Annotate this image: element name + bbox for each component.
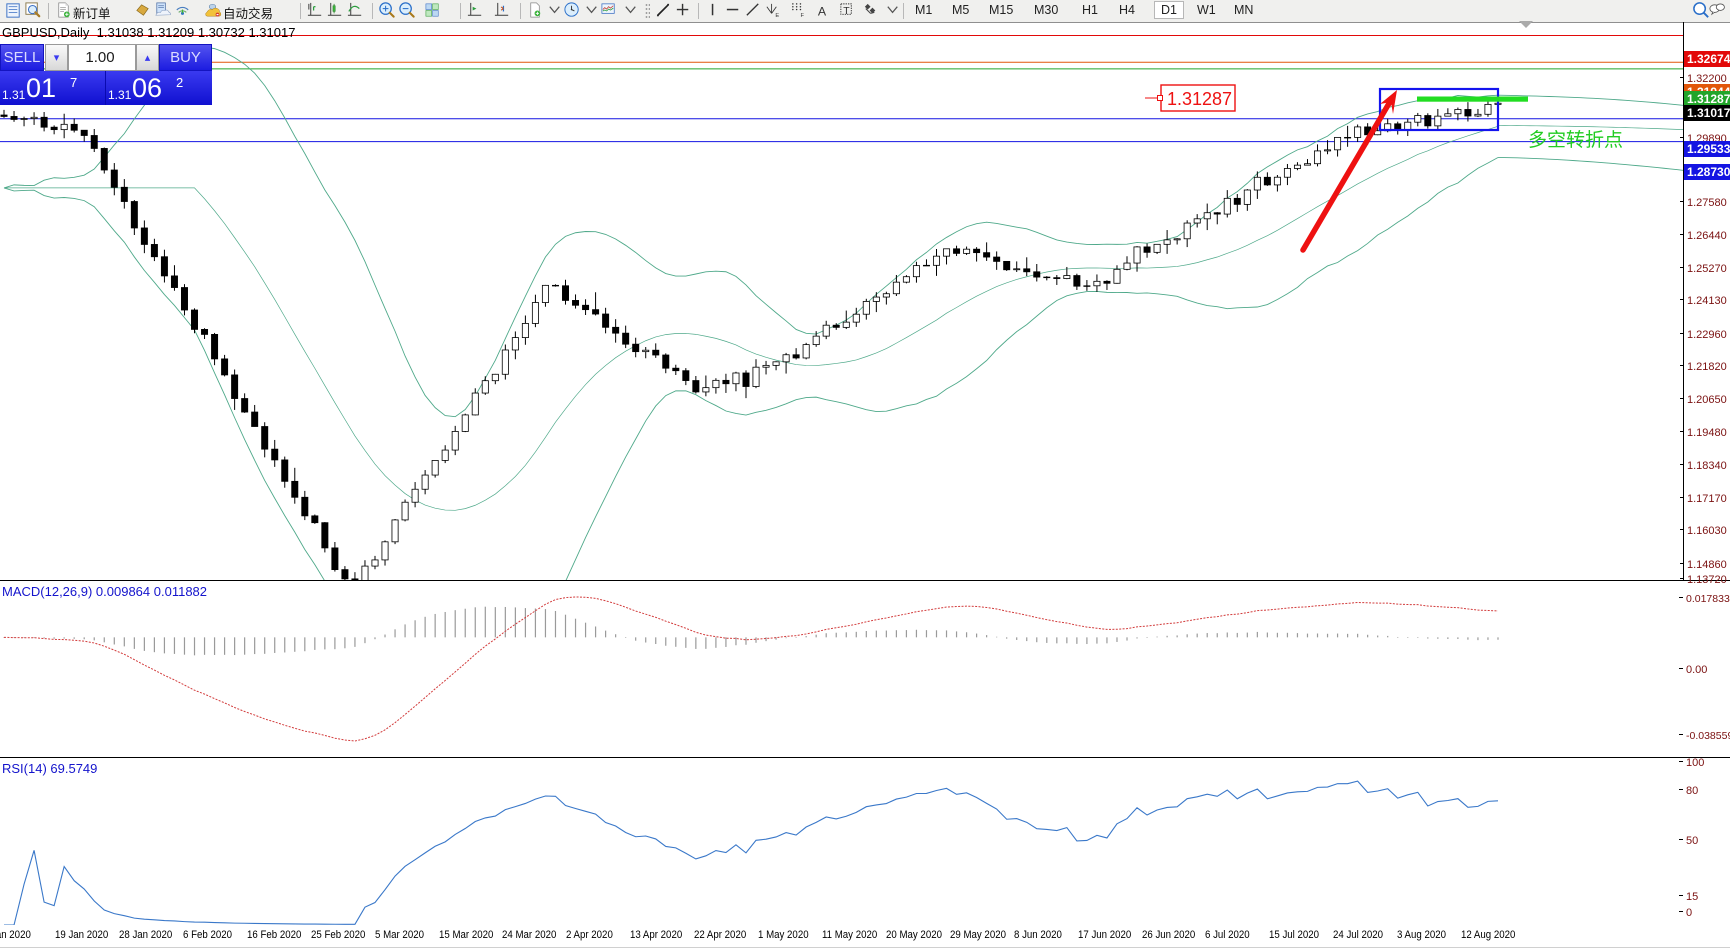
svg-text:T: T: [843, 6, 850, 17]
svg-text:A: A: [818, 4, 827, 18]
svg-text:E: E: [775, 13, 779, 19]
svg-text:1.31287: 1.31287: [1167, 89, 1232, 109]
svg-text:F: F: [800, 13, 804, 19]
svg-text:多空转折点: 多空转折点: [1528, 129, 1623, 151]
